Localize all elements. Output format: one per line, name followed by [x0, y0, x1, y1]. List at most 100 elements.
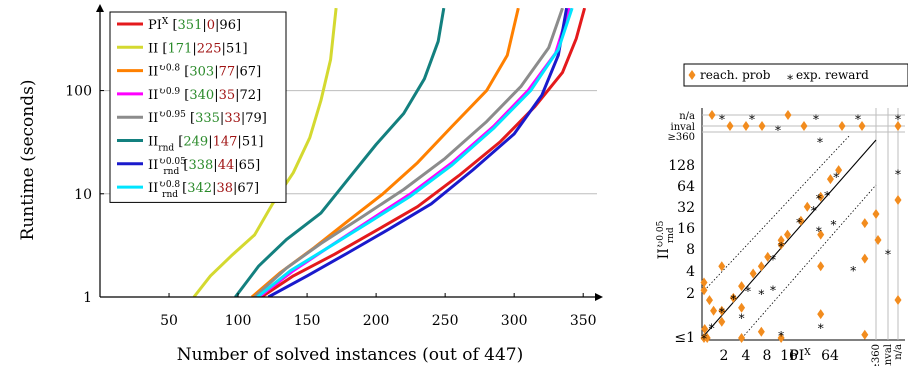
legend-sep: | [222, 41, 226, 56]
legend-other-7: 67 [237, 181, 254, 196]
scatter-category-point-reach-9 [894, 195, 902, 205]
legend-sep: | [235, 88, 239, 103]
scatter-point-reward-7: ∗ [769, 250, 777, 264]
x-tick-label-250: 250 [432, 313, 459, 329]
runtime-chart-x-ticks: 50 100 150 200 250 300 350 [160, 293, 597, 329]
legend-label-6-sub: rnd [163, 167, 179, 177]
legend-bracket-close: ] [255, 158, 260, 173]
scatter-point-reward-17: ∗ [815, 222, 823, 236]
scatter-point-reward-2: ∗ [718, 303, 726, 317]
scatter-x-tick-8: 8 [763, 348, 772, 364]
legend-bracket-close: ] [256, 65, 261, 80]
scatter-diagonal [701, 139, 877, 339]
scatter-point-reward-3: ∗ [729, 290, 737, 304]
scatter-point-reach-23 [757, 326, 765, 337]
legend-solved-1: 171 [168, 41, 193, 56]
scatter-point-reward-8: ∗ [777, 237, 785, 251]
legend-sep: | [237, 135, 241, 150]
legend-label-0: PIX [351|0|96] [148, 17, 241, 33]
legend-sep: | [220, 111, 224, 126]
legend-bracket-open: [ [180, 65, 189, 80]
x-tick-label-50: 50 [160, 313, 178, 329]
scatter-point-reward-11: ∗ [815, 190, 823, 204]
legend-unsolved-0: 0 [207, 18, 215, 33]
series-line-6 [267, 8, 569, 297]
runtime-chart-legend: PIX [351|0|96]II [171|225|51]II↻0.8 [303… [109, 11, 287, 203]
legend-bracket-close: ] [242, 41, 247, 56]
legend-label-0-sup: X [162, 17, 169, 27]
scatter-category-point-reach-1 [726, 121, 734, 131]
x-tick-label-150: 150 [294, 313, 321, 329]
scatter-point-reach-5 [718, 305, 726, 316]
scatter-point-reach-3 [710, 305, 718, 316]
scatter-point-reach-19 [835, 165, 843, 176]
scatter-y-tick-2: 2 [686, 286, 695, 302]
scatter-category-point-reach-10 [874, 235, 882, 245]
scatter-point-reward-6: ∗ [757, 285, 765, 299]
legend-label-5: IIrnd [249|147|51] [148, 135, 263, 154]
scatter-chart-y-label: II↻0.05rnd [656, 220, 676, 259]
legend-unsolved-3: 35 [219, 88, 236, 103]
legend-sep: | [213, 158, 217, 173]
scatter-category-point-reach-7 [858, 121, 866, 131]
legend-label-3: II↻0.9 [340|35|72] [148, 87, 261, 103]
legend-marker-reward: ∗ [786, 70, 794, 84]
scatter-point-reward-15: ∗ [817, 319, 825, 333]
legend-unsolved-7: 38 [216, 181, 233, 196]
scatter-chart-x-ticks: 2 4 8 16 64 ≥360 inval n/a [720, 344, 904, 366]
scatter-category-point-reward-15: ∗ [774, 121, 782, 135]
legend-solved-7: 342 [187, 181, 212, 196]
legend-marker-reach [688, 70, 696, 80]
legend-bracket-open: [ [186, 111, 195, 126]
scatter-point-reach-9 [749, 268, 757, 279]
scatter-category-point-reach-0 [708, 110, 716, 120]
scatter-category-point-reach-5 [800, 121, 808, 131]
series-line-7 [256, 8, 574, 297]
legend-label-3-base: II [148, 88, 158, 103]
legend-solved-3: 340 [189, 88, 214, 103]
scatter-point-reward-10: ∗ [810, 202, 818, 216]
scatter-category-point-reach-2 [742, 121, 750, 131]
scatter-category-point-reach-11 [894, 295, 902, 305]
legend-label-7-sup: ↻0.8 [158, 180, 180, 190]
scatter-category-point-reward-16: ∗ [812, 110, 820, 124]
scatter-category-point-reach-3 [758, 121, 766, 131]
runtime-chart-y-label: Runtime (seconds) [18, 80, 38, 241]
legend-label-reward: exp. reward [796, 68, 869, 82]
legend-unsolved-2: 77 [219, 65, 236, 80]
series-line-2 [250, 8, 520, 297]
scatter-y-tick-inval: inval [671, 122, 695, 133]
legend-unsolved-5: 147 [213, 135, 238, 150]
legend-label-1-base: II [148, 41, 158, 56]
scatter-point-reach-24 [777, 333, 785, 343]
scatter-y-tick-n/a: n/a [679, 111, 695, 122]
scatter-chart-points: ∗∗∗∗∗∗ ∗∗∗∗∗∗ ∗∗∗∗∗∗∗∗∗ ∗∗∗ ∗ ∗∗∗∗ [700, 110, 902, 344]
legend-sep: | [212, 181, 216, 196]
scatter-x-tick-inval: inval [883, 344, 894, 366]
y-tick-label-100: 100 [65, 84, 92, 100]
scatter-y-label-sup: ↻0.05 [656, 220, 666, 248]
scatter-point-reach-14 [784, 229, 792, 240]
scatter-point-reward-16: ∗ [829, 216, 837, 230]
scatter-chart-frame [701, 108, 905, 341]
legend-label-5-base: II [148, 135, 158, 150]
legend-unsolved-4: 33 [224, 111, 241, 126]
scatter-category-point-reward-21: ∗ [816, 133, 824, 147]
scatter-category-point-reach-4 [784, 110, 792, 120]
scatter-category-point-reward-19: ∗ [894, 165, 902, 179]
scatter-point-reach-18 [826, 174, 834, 185]
scatter-point-reach-30 [861, 218, 869, 229]
scatter-x-tick-n/a: n/a [893, 344, 904, 360]
legend-label-2-sup: ↻0.8 [158, 64, 180, 74]
scatter-point-reward-1: ∗ [708, 319, 716, 333]
scatter-point-reach-4 [718, 316, 726, 327]
scatter-category-point-reward-13: ∗ [718, 110, 726, 124]
y-tick-label-10: 10 [74, 187, 92, 203]
legend-box [109, 11, 287, 203]
scatter-diagonal-upper [701, 134, 851, 294]
legend-sep: | [214, 65, 218, 80]
runtime-chart-y-ticks: 1 10 100 [65, 84, 104, 306]
